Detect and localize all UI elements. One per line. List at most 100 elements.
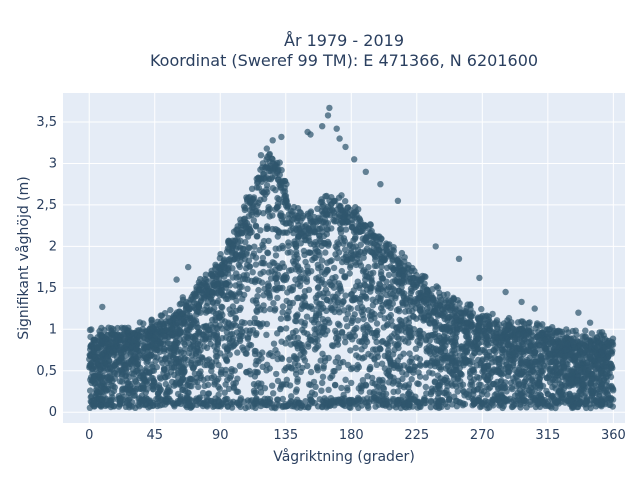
- data-point: [176, 346, 183, 353]
- data-point: [394, 388, 402, 395]
- data-point: [442, 354, 450, 362]
- data-point: [207, 361, 214, 369]
- data-point: [109, 396, 116, 403]
- data-point: [434, 382, 442, 389]
- data-point: [155, 390, 162, 397]
- data-point: [437, 366, 444, 373]
- data-point: [252, 331, 260, 339]
- data-point: [254, 369, 261, 376]
- data-point: [600, 362, 607, 369]
- data-point: [180, 339, 187, 346]
- data-point: [496, 321, 503, 328]
- data-point: [407, 327, 414, 335]
- data-point: [262, 176, 269, 183]
- data-point: [223, 323, 230, 331]
- data-point: [450, 375, 458, 382]
- data-point: [174, 373, 181, 381]
- data-point: [472, 399, 479, 406]
- data-point: [284, 289, 291, 296]
- data-point: [440, 389, 447, 397]
- data-point: [257, 389, 265, 396]
- data-point: [387, 290, 394, 297]
- data-point: [270, 300, 277, 307]
- data-point: [201, 343, 208, 350]
- data-point: [548, 336, 555, 344]
- data-point: [155, 382, 163, 389]
- data-point: [110, 346, 117, 353]
- data-point: [415, 369, 422, 376]
- data-point: [469, 381, 476, 388]
- data-point: [305, 286, 313, 293]
- data-point: [505, 341, 512, 348]
- data-point: [378, 360, 386, 367]
- data-point: [576, 387, 584, 395]
- data-point: [316, 235, 323, 243]
- data-point: [267, 275, 275, 282]
- data-point: [148, 361, 155, 368]
- data-point: [305, 269, 312, 277]
- data-point: [161, 345, 168, 352]
- data-point: [604, 340, 611, 347]
- data-point: [347, 404, 354, 411]
- data-point: [259, 363, 266, 370]
- data-point: [513, 344, 520, 351]
- data-point: [296, 226, 303, 234]
- data-point: [216, 255, 224, 262]
- data-point: [414, 330, 421, 337]
- data-point: [234, 375, 241, 382]
- data-point: [385, 350, 392, 357]
- data-point: [351, 235, 359, 242]
- data-point: [108, 325, 115, 332]
- data-point: [278, 355, 286, 362]
- data-point: [379, 255, 386, 262]
- data-point: [574, 361, 582, 368]
- data-point: [342, 376, 349, 383]
- data-point: [269, 259, 276, 266]
- data-point: [275, 166, 282, 174]
- data-point: [593, 334, 601, 342]
- data-point: [275, 176, 282, 183]
- data-point: [576, 400, 583, 407]
- data-point: [378, 305, 385, 312]
- data-point: [283, 376, 290, 383]
- data-point: [255, 174, 262, 181]
- data-point: [125, 327, 132, 334]
- data-point: [350, 287, 357, 294]
- data-point: [342, 315, 350, 323]
- data-point: [321, 270, 328, 278]
- data-point: [542, 345, 549, 353]
- data-point: [452, 334, 460, 341]
- data-point: [252, 254, 260, 261]
- data-point: [379, 275, 386, 282]
- data-point: [225, 239, 232, 246]
- data-point: [445, 314, 453, 321]
- data-point: [605, 387, 612, 394]
- data-point: [521, 378, 528, 386]
- data-point: [314, 292, 321, 299]
- data-point: [297, 209, 304, 217]
- data-point: [402, 300, 410, 307]
- data-point: [294, 362, 302, 369]
- data-point: [376, 345, 384, 353]
- data-point: [320, 363, 327, 370]
- data-point: [340, 207, 347, 214]
- data-point: [121, 363, 129, 370]
- data-point: [260, 292, 267, 299]
- data-point: [115, 358, 123, 365]
- data-point: [450, 342, 457, 350]
- data-point: [478, 357, 486, 364]
- data-point: [140, 374, 147, 382]
- data-point: [394, 401, 402, 408]
- data-point: [239, 222, 247, 229]
- data-point: [224, 245, 232, 252]
- data-point: [330, 368, 337, 375]
- data-point: [503, 361, 511, 368]
- data-point: [207, 340, 214, 348]
- data-point: [423, 390, 430, 397]
- data-point: [299, 344, 306, 352]
- data-point: [232, 314, 239, 321]
- data-point: [221, 318, 229, 325]
- data-point: [245, 213, 252, 220]
- data-point: [499, 349, 506, 356]
